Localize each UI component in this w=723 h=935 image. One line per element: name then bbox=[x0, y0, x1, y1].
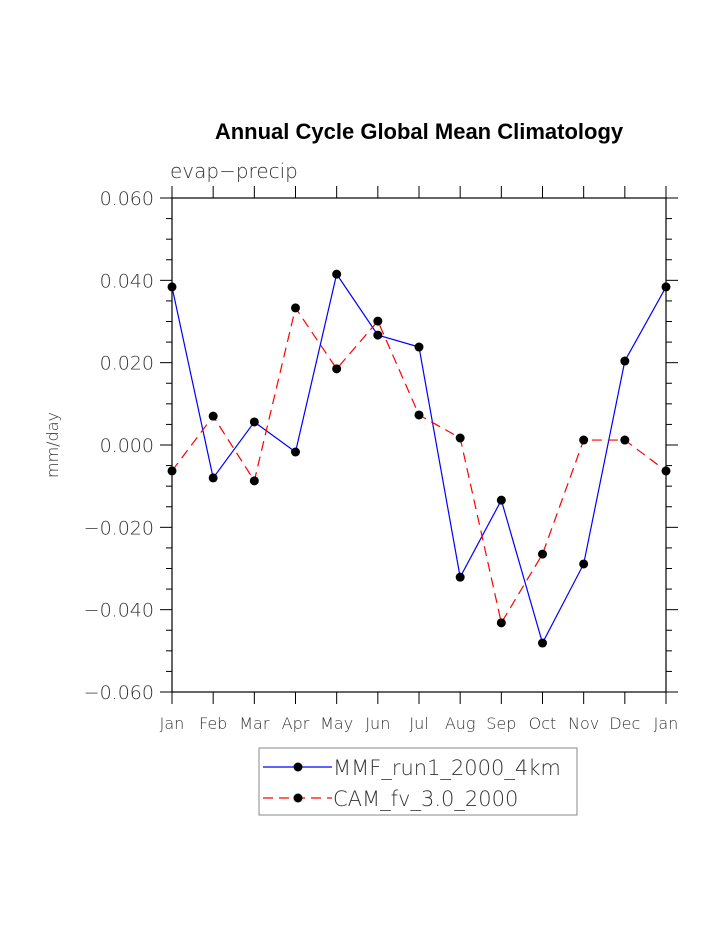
plot-frame bbox=[171, 197, 667, 693]
x-tick-label: Nov bbox=[568, 714, 599, 733]
x-tick-label: Feb bbox=[199, 714, 227, 733]
x-tick-label: Mar bbox=[239, 714, 270, 733]
chart-title: Annual Cycle Global Mean Climatology bbox=[215, 119, 624, 144]
legend-marker bbox=[293, 762, 303, 772]
data-point bbox=[661, 282, 671, 292]
data-point bbox=[496, 618, 506, 628]
y-tick-label: 0.000 bbox=[100, 435, 154, 457]
y-tick-label: 0.060 bbox=[100, 188, 154, 210]
legend-box bbox=[258, 747, 578, 816]
x-tick-label: Jan bbox=[160, 714, 185, 733]
legend-marker bbox=[293, 793, 303, 803]
y-tick-label: −0.040 bbox=[84, 600, 154, 622]
data-point bbox=[291, 447, 300, 457]
data-point bbox=[332, 269, 342, 279]
data-point bbox=[167, 466, 177, 476]
y-tick-label: 0.040 bbox=[100, 270, 154, 292]
y-tick-label: 0.020 bbox=[100, 353, 154, 375]
x-tick-label: Sep bbox=[486, 714, 516, 733]
data-point bbox=[579, 435, 589, 445]
data-point bbox=[620, 435, 630, 445]
legend-label: CAM_fv_3.0_2000 bbox=[333, 787, 518, 811]
data-point bbox=[455, 433, 465, 443]
data-point bbox=[414, 342, 424, 352]
y-tick-label: −0.060 bbox=[84, 682, 154, 704]
data-point bbox=[455, 572, 465, 582]
y-axis-label: mm/day bbox=[43, 412, 62, 478]
data-point bbox=[373, 316, 383, 326]
data-point bbox=[208, 411, 218, 421]
data-point bbox=[414, 410, 424, 420]
chart-subtitle: evap−precip bbox=[170, 159, 298, 183]
data-point bbox=[538, 549, 547, 559]
data-point bbox=[373, 330, 383, 340]
data-point bbox=[496, 495, 506, 505]
x-tick-label: Aug bbox=[445, 714, 476, 733]
data-point bbox=[332, 364, 342, 374]
data-point bbox=[167, 282, 177, 292]
legend-label: MMF_run1_2000_4km bbox=[333, 756, 561, 780]
data-point bbox=[249, 476, 259, 486]
legend: MMF_run1_2000_4km CAM_fv_3.0_2000 bbox=[258, 747, 578, 816]
series-line-1 bbox=[171, 272, 667, 645]
data-point bbox=[620, 356, 630, 366]
data-point bbox=[249, 417, 259, 427]
axes: −0.060 −0.040 −0.020 0.000 0.020 0.040 0.060 Ja… bbox=[84, 186, 679, 733]
x-tick-label: May bbox=[320, 714, 353, 733]
data-point bbox=[291, 303, 300, 313]
x-tick-label: Jan bbox=[654, 714, 679, 733]
data-point bbox=[538, 638, 547, 648]
data-point bbox=[579, 559, 589, 569]
x-tick-label: Jun bbox=[365, 714, 390, 733]
y-tick-label: −0.020 bbox=[84, 517, 154, 539]
data-point bbox=[208, 473, 218, 483]
data-point bbox=[661, 466, 671, 476]
x-tick-label: Apr bbox=[282, 714, 310, 733]
x-tick-label: Dec bbox=[609, 714, 640, 733]
series-layer bbox=[167, 269, 671, 648]
series-line-2 bbox=[171, 306, 667, 625]
x-tick-label: Jul bbox=[409, 714, 428, 733]
x-tick-label: Oct bbox=[529, 714, 557, 733]
